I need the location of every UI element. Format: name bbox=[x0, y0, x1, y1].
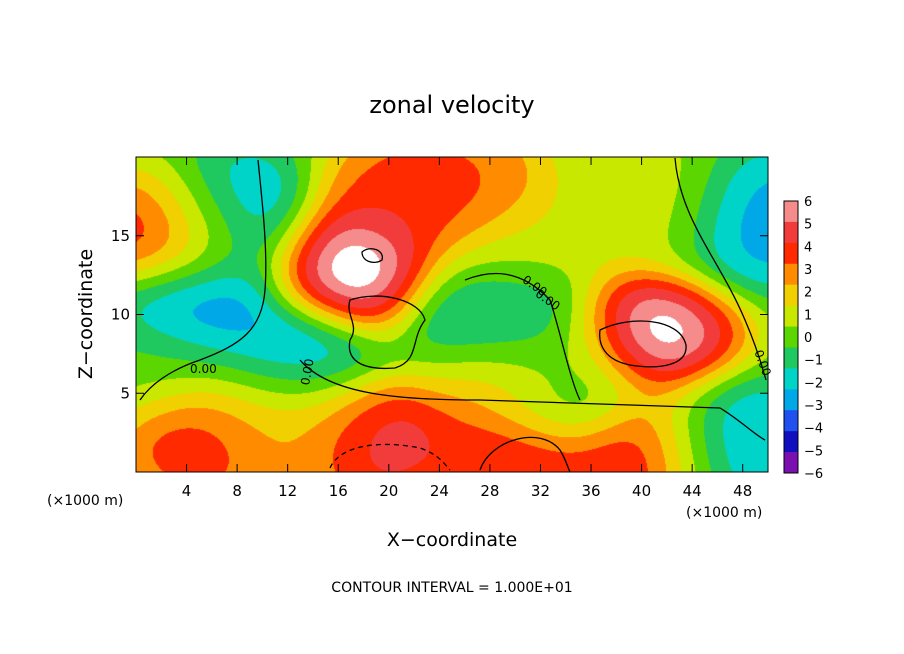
colorbar-swatch bbox=[784, 389, 798, 411]
contour-lines bbox=[139, 157, 767, 472]
colorbar-swatch bbox=[784, 368, 798, 390]
colorbar-swatch bbox=[784, 452, 798, 474]
x-tick-label: 20 bbox=[379, 482, 398, 500]
x-tick-label: 40 bbox=[632, 482, 651, 500]
colorbar-label: 6 bbox=[804, 195, 812, 210]
colorbar-swatch bbox=[784, 326, 798, 348]
contour-label: 0.00 bbox=[298, 358, 316, 387]
colorbar-label: −1 bbox=[804, 354, 823, 369]
colorbar-label: 2 bbox=[804, 286, 812, 301]
x-tick-label: 44 bbox=[683, 482, 702, 500]
colorbar-swatch bbox=[784, 242, 798, 265]
x-tick-label: 8 bbox=[232, 482, 242, 500]
y-axis-label: Z−coordinate bbox=[75, 249, 97, 379]
x-tick-label: 32 bbox=[531, 482, 550, 500]
colorbar-swatch bbox=[784, 305, 798, 328]
x-tick-label: 12 bbox=[278, 482, 297, 500]
y-axis: 5 10 15 bbox=[111, 227, 768, 402]
colorbar-swatch bbox=[784, 431, 798, 453]
zero-contour-center bbox=[299, 359, 766, 441]
colorbar-swatch bbox=[784, 410, 798, 432]
colorbar-frame bbox=[783, 200, 799, 474]
colorbar-label: −3 bbox=[804, 399, 823, 414]
colorbar-label: 3 bbox=[804, 263, 812, 278]
x-axis: 4 8 12 16 20 24 28 32 36 40 44 48 bbox=[182, 157, 752, 500]
y-tick-label: 5 bbox=[120, 384, 130, 402]
dashed-contour bbox=[329, 443, 451, 471]
colorbar-swatch bbox=[784, 201, 798, 223]
x-tick-label: 16 bbox=[329, 482, 348, 500]
x-tick-label: 28 bbox=[480, 482, 499, 500]
contour-interval-note: CONTOUR INTERVAL = 1.000E+01 bbox=[331, 580, 572, 596]
colorbar-label: 5 bbox=[804, 218, 812, 233]
colorbar-swatch bbox=[784, 221, 798, 244]
x-tick-label: 48 bbox=[733, 482, 752, 500]
colorbar-swatch bbox=[784, 263, 798, 286]
heatmap-field bbox=[136, 157, 768, 472]
x-axis-label: X−coordinate bbox=[387, 529, 517, 551]
zero-contour-upper bbox=[464, 272, 581, 401]
contour-label: 0.00 bbox=[190, 362, 217, 376]
colorbar-label: −2 bbox=[804, 376, 823, 391]
chart-title: zonal velocity bbox=[369, 91, 534, 119]
x-tick-label: 36 bbox=[581, 482, 600, 500]
colorbar-label: 0 bbox=[804, 331, 812, 346]
x-unit-label-left: (×1000 m) bbox=[47, 493, 123, 509]
zero-contour-left bbox=[139, 159, 267, 401]
colorbar: 6 5 4 3 2 1 0 −1 −2 −3 −4 −5 −6 bbox=[783, 195, 823, 482]
inner-contour-right bbox=[599, 320, 687, 368]
zero-contour-right bbox=[674, 157, 767, 381]
x-tick-label: 24 bbox=[430, 482, 449, 500]
colorbar-label: −6 bbox=[804, 467, 823, 482]
plot-area: 0.00 0.00 0.00 0.00 0.00 4 8 12 16 20 24 28 32 3… bbox=[111, 156, 774, 500]
colorbar-label: 4 bbox=[804, 240, 812, 255]
inner-contour-small bbox=[361, 248, 383, 263]
x-unit-label-right: (×1000 m) bbox=[686, 505, 762, 521]
y-tick-label: 10 bbox=[111, 306, 130, 324]
colorbar-label: −4 bbox=[804, 422, 823, 437]
lower-contour bbox=[479, 436, 571, 472]
y-tick-label: 15 bbox=[111, 227, 130, 245]
colorbar-label: −5 bbox=[804, 444, 823, 459]
colorbar-swatch bbox=[784, 347, 798, 369]
x-tick-label: 4 bbox=[182, 482, 192, 500]
inner-contour-center bbox=[348, 295, 426, 370]
colorbar-swatch bbox=[784, 284, 798, 307]
colorbar-label: 1 bbox=[804, 308, 812, 323]
